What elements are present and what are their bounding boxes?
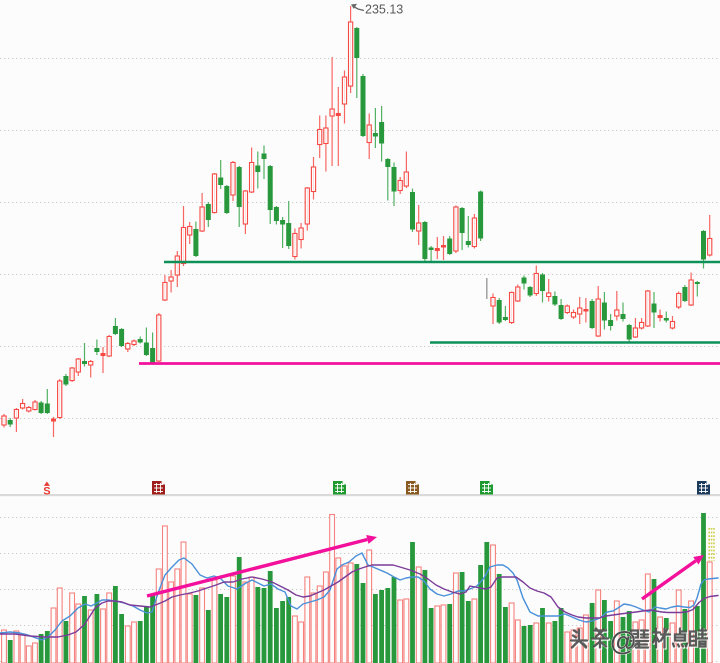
svg-text:@: @ xyxy=(610,626,636,656)
svg-text:235.13: 235.13 xyxy=(365,3,403,17)
svg-text:S: S xyxy=(43,486,50,498)
